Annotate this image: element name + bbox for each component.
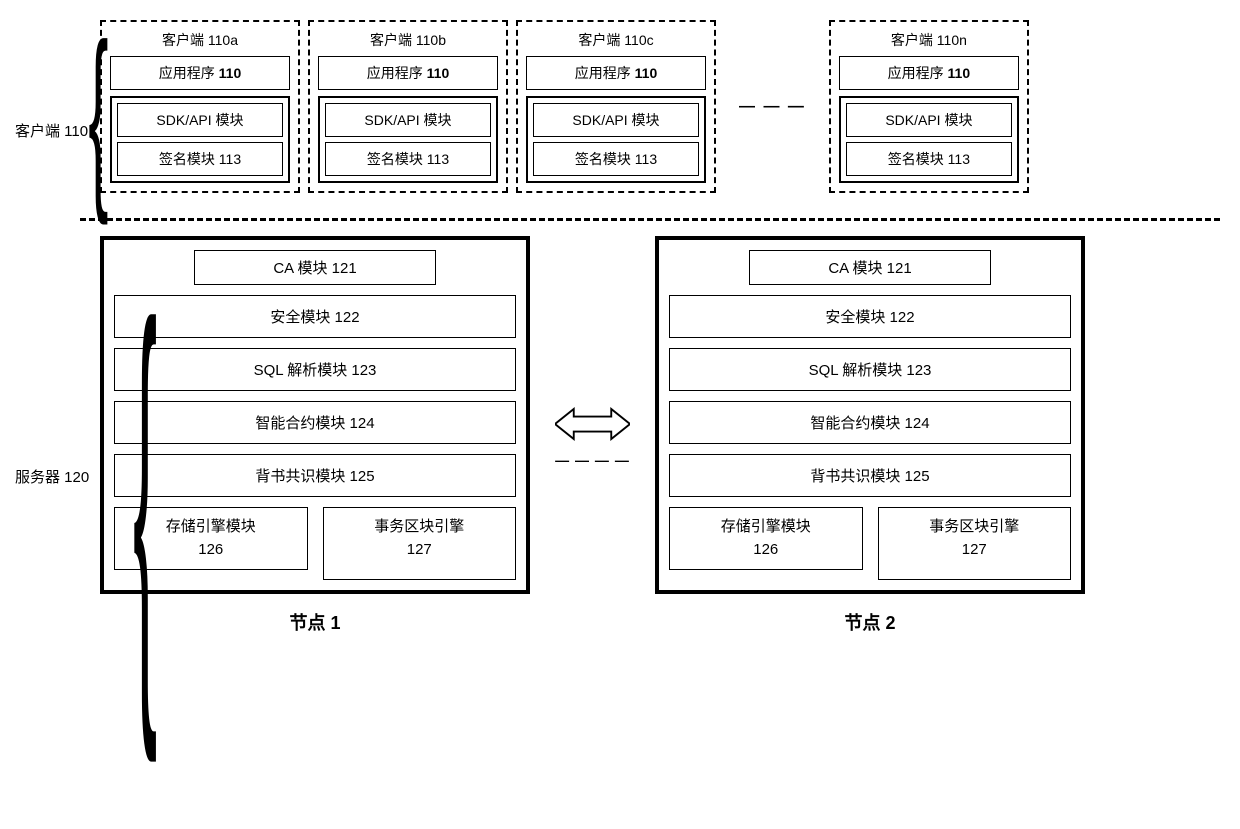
- sign-module: 签名模块 113: [533, 142, 699, 176]
- sdk-group: SDK/API 模块 签名模块 113: [526, 96, 706, 183]
- double-arrow-icon: [555, 404, 630, 444]
- security-module: 安全模块 122: [669, 295, 1071, 338]
- sdk-module: SDK/API 模块: [533, 103, 699, 137]
- sdk-group: SDK/API 模块 签名模块 113: [110, 96, 290, 183]
- app-module: 应用程序 110: [110, 56, 290, 90]
- client-section-label: 客户端 110: [15, 120, 88, 141]
- sdk-module: SDK/API 模块: [325, 103, 491, 137]
- sdk-module: SDK/API 模块: [117, 103, 283, 137]
- sdk-group: SDK/API 模块 签名模块 113: [839, 96, 1019, 183]
- app-module: 应用程序 110: [526, 56, 706, 90]
- clients-section: { 客户端 110 客户端 110a 应用程序 110 SDK/API 模块 签…: [100, 20, 1220, 193]
- contract-module: 智能合约模块 124: [669, 401, 1071, 444]
- sign-module: 签名模块 113: [117, 142, 283, 176]
- architecture-diagram: { 客户端 110 客户端 110a 应用程序 110 SDK/API 模块 签…: [20, 20, 1220, 635]
- brace-icon: {: [88, 15, 108, 215]
- exchange-arrow: — — — —: [555, 404, 630, 468]
- bottom-modules: 存储引擎模块 126 事务区块引擎 127: [669, 507, 1071, 580]
- server-box: CA 模块 121 安全模块 122 SQL 解析模块 123 智能合约模块 1…: [100, 236, 530, 594]
- block-module: 事务区块引擎 127: [323, 507, 517, 580]
- ellipsis-icon: — — — —: [555, 452, 630, 468]
- clients-row: 客户端 110a 应用程序 110 SDK/API 模块 签名模块 113 客户…: [100, 20, 1220, 193]
- server-box: CA 模块 121 安全模块 122 SQL 解析模块 123 智能合约模块 1…: [655, 236, 1085, 594]
- storage-module: 存储引擎模块 126: [669, 507, 863, 570]
- security-module: 安全模块 122: [114, 295, 516, 338]
- app-module: 应用程序 110: [318, 56, 498, 90]
- servers-section: { 服务器 120 CA 模块 121 安全模块 122 SQL 解析模块 12…: [100, 236, 1220, 635]
- client-box: 客户端 110b 应用程序 110 SDK/API 模块 签名模块 113: [308, 20, 508, 193]
- contract-module: 智能合约模块 124: [114, 401, 516, 444]
- consensus-module: 背书共识模块 125: [114, 454, 516, 497]
- client-box: 客户端 110c 应用程序 110 SDK/API 模块 签名模块 113: [516, 20, 716, 193]
- block-module: 事务区块引擎 127: [878, 507, 1072, 580]
- server-node: CA 模块 121 安全模块 122 SQL 解析模块 123 智能合约模块 1…: [100, 236, 530, 635]
- server-section-label: 服务器 120: [15, 466, 89, 487]
- sign-module: 签名模块 113: [325, 142, 491, 176]
- sql-module: SQL 解析模块 123: [114, 348, 516, 391]
- app-module: 应用程序 110: [839, 56, 1019, 90]
- sdk-module: SDK/API 模块: [846, 103, 1012, 137]
- client-title: 客户端 110c: [526, 30, 706, 50]
- ca-module: CA 模块 121: [749, 250, 990, 285]
- consensus-module: 背书共识模块 125: [669, 454, 1071, 497]
- ellipsis-icon: — — —: [724, 98, 821, 116]
- client-box: 客户端 110n 应用程序 110 SDK/API 模块 签名模块 113: [829, 20, 1029, 193]
- client-title: 客户端 110a: [110, 30, 290, 50]
- sdk-group: SDK/API 模块 签名模块 113: [318, 96, 498, 183]
- client-title: 客户端 110n: [839, 30, 1019, 50]
- client-title: 客户端 110b: [318, 30, 498, 50]
- ca-module: CA 模块 121: [194, 250, 435, 285]
- sql-module: SQL 解析模块 123: [669, 348, 1071, 391]
- brace-icon: {: [133, 256, 157, 736]
- node-label: 节点 2: [844, 609, 895, 635]
- node-label: 节点 1: [289, 609, 340, 635]
- servers-row: CA 模块 121 安全模块 122 SQL 解析模块 123 智能合约模块 1…: [100, 236, 1220, 635]
- server-node: CA 模块 121 安全模块 122 SQL 解析模块 123 智能合约模块 1…: [655, 236, 1085, 635]
- client-box: 客户端 110a 应用程序 110 SDK/API 模块 签名模块 113: [100, 20, 300, 193]
- sign-module: 签名模块 113: [846, 142, 1012, 176]
- bottom-modules: 存储引擎模块 126 事务区块引擎 127: [114, 507, 516, 580]
- section-divider: [80, 218, 1220, 221]
